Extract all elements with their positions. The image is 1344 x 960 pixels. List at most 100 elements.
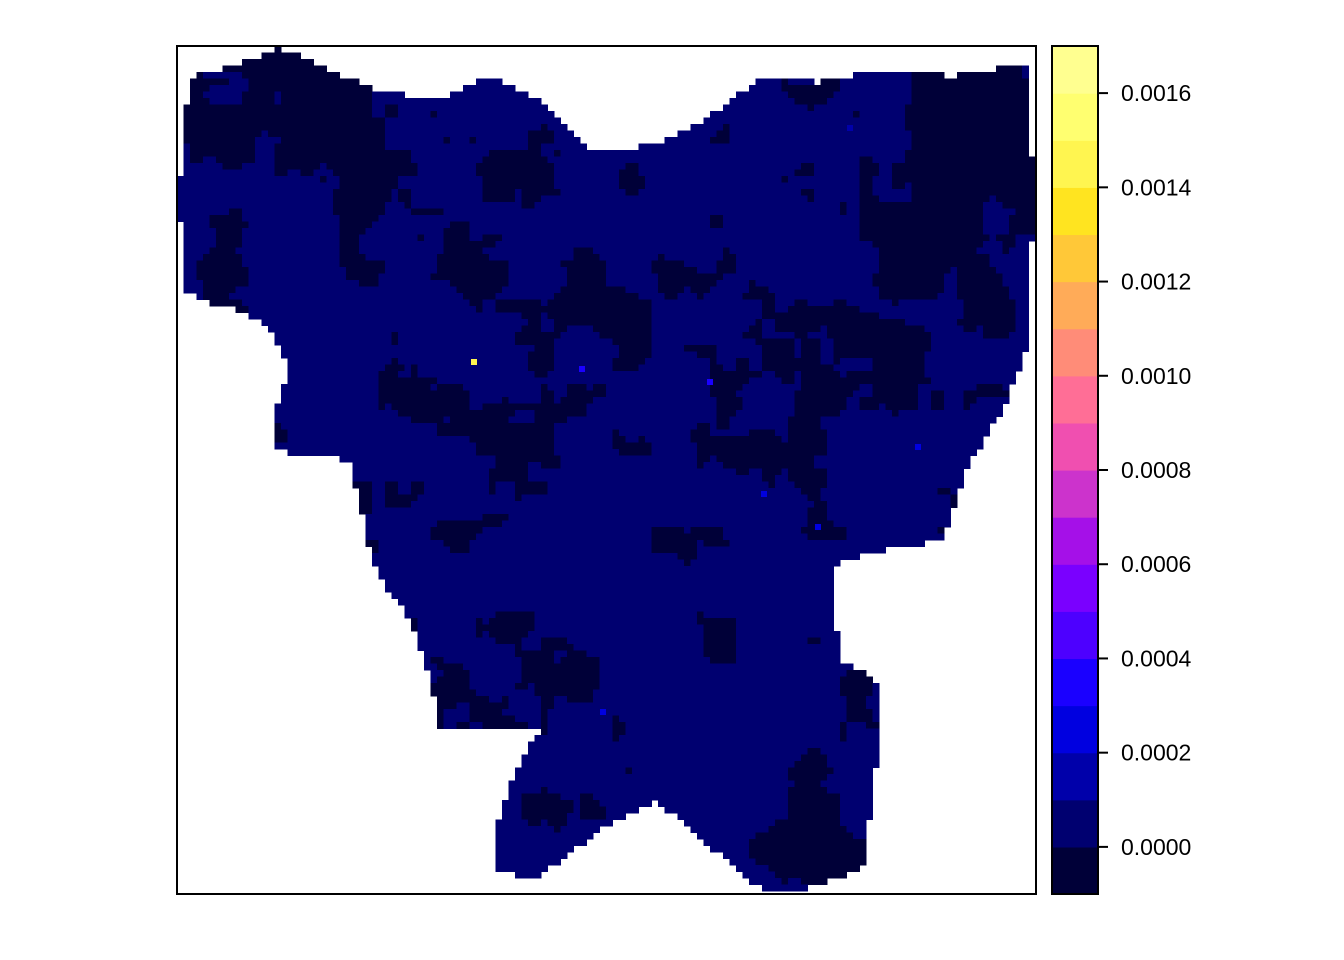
raster-cell [775,78,782,86]
raster-cell [1015,65,1023,73]
raster-cell [645,286,652,294]
raster-cell [307,325,314,333]
raster-cell [807,111,815,118]
raster-cell [944,254,951,261]
raster-cell [794,163,802,170]
raster-cell [567,260,574,268]
raster-cell [664,137,672,144]
raster-cell [443,143,451,151]
raster-cell [599,273,607,281]
raster-cell [885,91,893,99]
raster-cell [489,150,496,157]
raster-cell [391,137,399,144]
raster-cell [385,215,392,222]
raster-cell [287,72,295,79]
raster-cell [534,124,542,131]
raster-cell [872,332,880,339]
raster-cell [352,143,360,151]
raster-cell [346,169,353,177]
raster-cell [463,267,470,274]
raster-cell [391,286,399,294]
raster-cell [781,280,789,287]
raster-cell [281,332,288,339]
raster-cell [268,286,275,294]
raster-cell [820,176,828,183]
raster-cell [775,150,782,157]
raster-cell [196,202,204,209]
raster-cell [482,306,490,313]
raster-cell [840,195,847,203]
raster-cell [307,85,314,92]
raster-cell [957,137,964,144]
raster-cell [333,312,340,320]
raster-cell [853,325,860,333]
raster-cell [970,332,977,339]
raster-cell [788,202,795,209]
raster-cell [781,293,789,300]
raster-cell [957,247,964,255]
raster-cell [736,228,743,235]
raster-cell [879,286,886,294]
raster-cell [931,202,938,209]
raster-cell [911,91,919,99]
raster-cell [1022,111,1029,118]
raster-cell [495,221,503,229]
raster-cell [736,130,743,138]
raster-cell [807,195,815,203]
raster-cell [866,124,873,131]
raster-cell [417,254,425,261]
raster-cell [307,306,314,313]
raster-cell [606,299,613,307]
raster-cell [294,176,301,183]
raster-cell [463,306,470,313]
raster-cell [775,91,782,99]
raster-cell [528,202,535,209]
raster-cell [424,234,431,242]
raster-cell [346,286,353,294]
raster-cell [203,156,210,164]
raster-cell [450,332,457,339]
raster-cell [573,319,581,326]
raster-cell [690,332,698,339]
raster-cell [391,228,399,235]
raster-cell [729,156,737,164]
raster-cell [638,299,646,307]
raster-cell [651,306,659,313]
raster-cell [541,130,548,138]
raster-cell [976,85,984,92]
raster-cell [892,111,899,118]
raster-cell [664,312,672,320]
raster-cell [645,215,652,222]
raster-cell [807,91,815,99]
raster-cell [235,286,243,294]
raster-cell [385,137,392,144]
raster-cell [235,195,243,203]
raster-cell [385,163,392,170]
raster-cell [801,189,808,196]
raster-cell [463,202,470,209]
raster-cell [443,228,451,235]
raster-cell [885,72,893,79]
raster-cell [677,169,685,177]
raster-cell [320,299,327,307]
raster-cell [924,234,932,242]
raster-cell [840,189,847,196]
raster-cell [788,137,795,144]
raster-cell [547,124,555,131]
raster-cell [346,117,353,125]
raster-cell [924,195,932,203]
raster-cell [573,215,581,222]
raster-cell [287,98,295,105]
raster-cell [359,130,366,138]
raster-cell [755,104,763,112]
raster-cell [612,332,620,339]
raster-cell [313,111,321,118]
raster-cell [398,325,405,333]
raster-cell [281,78,288,86]
raster-cell [294,273,301,281]
raster-cell [723,325,730,333]
raster-cell [989,273,997,281]
raster-cell [183,150,191,157]
raster-cell [339,241,347,248]
raster-cell [372,332,379,339]
